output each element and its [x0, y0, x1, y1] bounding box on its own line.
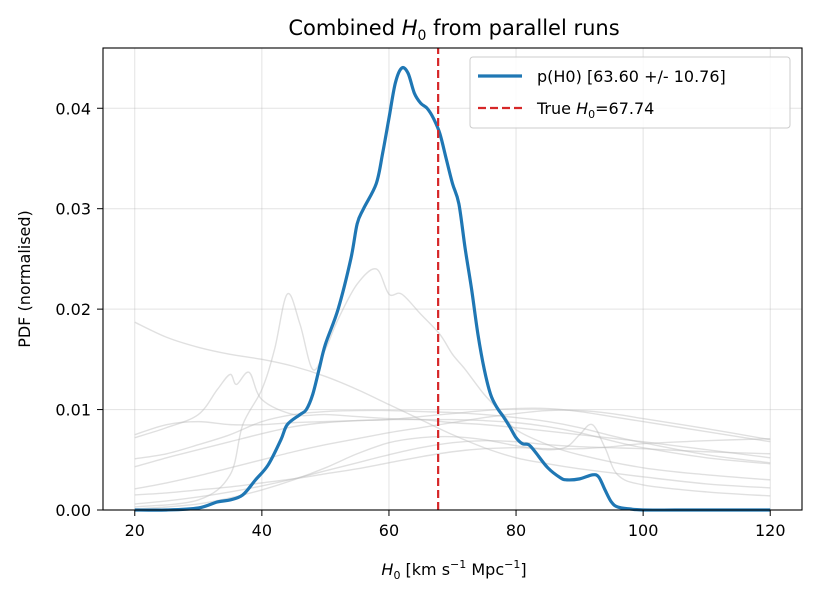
legend-label-combined: p(H0) [63.60 +/- 10.76]	[537, 67, 726, 86]
y-axis-label: PDF (normalised)	[15, 210, 34, 348]
background-run-line	[134, 371, 771, 459]
x-tick-label: 60	[379, 521, 399, 540]
chart-title: Combined H0 from parallel runs	[288, 16, 619, 44]
background-run-line	[134, 437, 771, 496]
background-run-line	[134, 439, 771, 505]
combined-pdf-line	[134, 65, 771, 512]
y-tick-label: 0.00	[55, 501, 91, 520]
x-tick-label: 80	[506, 521, 526, 540]
background-runs	[134, 268, 771, 510]
background-run-line	[134, 409, 771, 490]
series-layer	[134, 48, 771, 512]
x-axis-ticks: 20 40 60 80 100 120	[125, 510, 786, 540]
background-run-line	[134, 268, 771, 508]
legend-label-truth: True H0=67.74	[536, 99, 654, 121]
x-tick-label: 120	[755, 521, 786, 540]
background-run-line	[134, 407, 771, 443]
axes-frame	[102, 47, 803, 511]
x-axis-label: H0 [km s−1 Mpc−1]	[381, 558, 526, 582]
y-tick-label: 0.02	[55, 300, 91, 319]
legend: p(H0) [63.60 +/- 10.76] True H0=67.74	[469, 56, 791, 129]
x-tick-label: 100	[628, 521, 659, 540]
background-run-line	[134, 423, 771, 510]
y-tick-label: 0.01	[55, 401, 91, 420]
background-run-line	[134, 418, 771, 468]
x-tick-label: 20	[125, 521, 145, 540]
y-axis-ticks: 0.00 0.01 0.02 0.03 0.04	[55, 99, 103, 520]
background-run-line	[134, 321, 771, 489]
x-tick-label: 40	[252, 521, 272, 540]
background-run-line	[134, 409, 771, 464]
legend-frame	[469, 56, 791, 129]
y-tick-label: 0.03	[55, 200, 91, 219]
y-tick-label: 0.04	[55, 99, 91, 118]
